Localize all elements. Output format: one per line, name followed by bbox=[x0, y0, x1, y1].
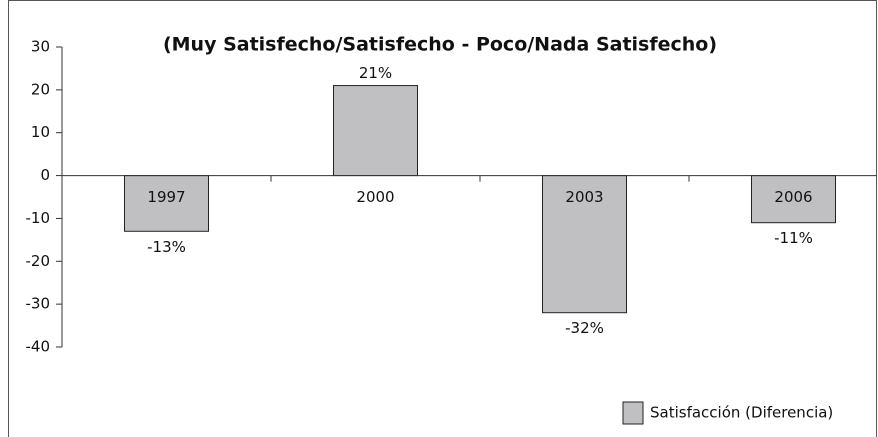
x-tick-label: 2003 bbox=[565, 188, 603, 206]
bar bbox=[751, 175, 836, 224]
x-tick-label: 1997 bbox=[147, 188, 185, 206]
bar bbox=[333, 85, 418, 177]
bar bbox=[542, 175, 627, 314]
value-label: -13% bbox=[147, 238, 186, 256]
y-tick-label: 0 bbox=[40, 166, 50, 184]
y-tick-label: -40 bbox=[26, 338, 51, 356]
y-tick-label: 30 bbox=[31, 38, 50, 56]
legend-swatch bbox=[622, 401, 644, 425]
y-tick-label: 20 bbox=[31, 80, 50, 98]
legend-label: Satisfacción (Diferencia) bbox=[650, 404, 833, 422]
y-tick-label: 10 bbox=[31, 123, 50, 141]
value-label: -11% bbox=[774, 229, 813, 247]
y-tick-label: -30 bbox=[26, 295, 51, 313]
value-label: 21% bbox=[359, 64, 392, 82]
x-tick-label: 2006 bbox=[774, 188, 812, 206]
frame bbox=[8, 0, 877, 437]
value-label: -32% bbox=[565, 319, 604, 337]
y-tick-label: -10 bbox=[26, 209, 51, 227]
y-tick-label: -20 bbox=[26, 252, 51, 270]
chart-title: (Muy Satisfecho/Satisfecho - Poco/Nada S… bbox=[163, 34, 717, 56]
x-tick-label: 2000 bbox=[356, 188, 394, 206]
